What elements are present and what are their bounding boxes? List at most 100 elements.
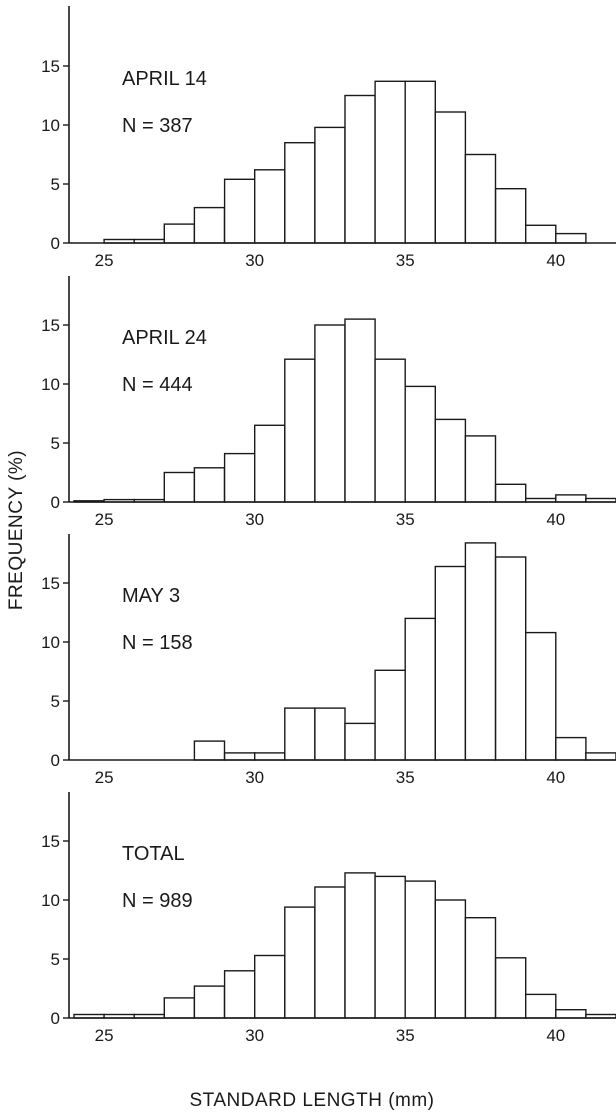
bar-may-3-31 — [284, 707, 316, 761]
y-tick-label: 15 — [41, 832, 60, 851]
bar-total-33 — [344, 872, 376, 1019]
bar-total-30 — [253, 954, 286, 1019]
panel-total: 0 5 10 15 25 30 35 40 TOTAL N = 989 — [41, 792, 616, 1045]
y-tick-label: 15 — [41, 574, 60, 593]
y-tick-label: 5 — [51, 692, 60, 711]
bar-april-14-27 — [163, 223, 196, 244]
bar-may-3-28 — [193, 740, 226, 761]
bar-total-32 — [314, 886, 346, 1019]
bar-april-24-40 — [555, 494, 587, 503]
bar-may-3-35 — [404, 617, 437, 761]
x-axis-title: STANDARD LENGTH (mm) — [189, 1090, 434, 1111]
y-tick-label: 10 — [41, 116, 60, 135]
bar-april-14-34 — [374, 80, 406, 244]
bar-may-3-30 — [253, 752, 286, 761]
x-tick-label: 30 — [245, 768, 264, 787]
bar-april-24-33 — [344, 318, 376, 503]
x-tick-label: 25 — [95, 768, 114, 787]
y-tick-label: 5 — [51, 434, 60, 453]
bar-april-14-33 — [344, 94, 376, 244]
bar-april-24-34 — [374, 358, 406, 503]
y-tick-label: 0 — [51, 493, 60, 512]
bar-may-3-32 — [314, 707, 346, 761]
bar-april-24-28 — [193, 467, 226, 503]
bar-total-29 — [223, 970, 256, 1019]
bar-april-24-27 — [163, 471, 196, 503]
x-tick-label: 35 — [396, 251, 415, 270]
bar-april-14-28 — [193, 206, 226, 244]
x-tick-label: 35 — [396, 768, 415, 787]
bar-total-39 — [525, 993, 557, 1019]
panel-n-label: N = 444 — [122, 374, 193, 396]
x-tick-label: 40 — [546, 510, 565, 529]
bar-may-3-40 — [555, 736, 587, 761]
x-tick-label: 25 — [95, 510, 114, 529]
x-tick-label: 30 — [245, 510, 264, 529]
bar-may-3-34 — [374, 669, 406, 761]
bar-april-14-38 — [494, 187, 527, 244]
bar-total-36 — [434, 899, 467, 1019]
x-tick-label: 40 — [546, 251, 565, 270]
panel-n-label: N = 387 — [122, 115, 193, 137]
bar-april-24-31 — [284, 358, 316, 503]
y-tick-label: 10 — [41, 375, 60, 394]
panel-title: TOTAL — [122, 843, 185, 865]
panel-may-3: 0 5 10 15 25 30 35 40 MAY 3 N = 158 — [41, 534, 616, 787]
bar-april-24-35 — [404, 385, 437, 503]
bar-total-28 — [193, 985, 226, 1019]
y-tick-label: 10 — [41, 891, 60, 910]
panel-title: MAY 3 — [122, 585, 180, 607]
bar-april-24-29 — [223, 452, 256, 503]
bar-may-3-39 — [525, 631, 557, 761]
bar-april-14-39 — [525, 224, 557, 244]
bar-april-14-37 — [464, 153, 497, 244]
bar-may-3-36 — [434, 565, 467, 761]
bar-april-14-31 — [284, 141, 316, 244]
bar-may-3-41 — [585, 752, 616, 761]
bar-april-24-36 — [434, 418, 467, 503]
bar-total-34 — [374, 875, 406, 1019]
bar-april-24-37 — [464, 435, 497, 503]
y-tick-label: 0 — [51, 1009, 60, 1028]
bar-april-14-40 — [555, 232, 587, 244]
bar-april-14-32 — [314, 126, 346, 244]
x-tick-label: 40 — [546, 768, 565, 787]
bar-april-24-38 — [494, 483, 527, 503]
bar-april-24-30 — [253, 424, 286, 503]
x-tick-label: 30 — [245, 251, 264, 270]
bar-april-24-32 — [314, 324, 346, 503]
bar-april-14-29 — [223, 178, 256, 244]
bar-april-14-35 — [404, 80, 437, 244]
bar-total-35 — [404, 880, 437, 1019]
bar-april-14-30 — [253, 169, 286, 244]
y-tick-label: 0 — [51, 751, 60, 770]
y-tick-label: 0 — [51, 234, 60, 253]
panel-title: APRIL 14 — [122, 68, 207, 90]
x-tick-label: 35 — [396, 510, 415, 529]
bar-total-37 — [464, 917, 497, 1019]
x-tick-label: 25 — [95, 251, 114, 270]
y-tick-label: 5 — [51, 175, 60, 194]
bar-total-40 — [555, 1009, 587, 1019]
x-tick-label: 25 — [95, 1026, 114, 1045]
bar-may-3-37 — [464, 542, 497, 761]
bar-may-3-38 — [494, 556, 527, 761]
panel-april-24: 0 5 10 15 25 30 35 40 APRIL 24 N = 444 — [41, 276, 616, 529]
y-tick-label: 5 — [51, 950, 60, 969]
panel-n-label: N = 158 — [122, 632, 193, 654]
x-tick-label: 40 — [546, 1026, 565, 1045]
bar-april-14-36 — [434, 111, 467, 244]
x-tick-label: 30 — [245, 1026, 264, 1045]
bar-total-27 — [163, 997, 196, 1019]
y-tick-label: 15 — [41, 57, 60, 76]
y-tick-label: 10 — [41, 633, 60, 652]
panel-april-14: 0 5 10 15 25 30 35 40 APRIL 14 N = 387 — [41, 6, 616, 270]
histogram-panels: 0 5 10 15 25 30 35 40 APRIL 14 N = 387 0 5 10 15 25 30 3… — [41, 6, 616, 1045]
y-axis-title: FREQUENCY (%) — [6, 450, 27, 610]
panel-n-label: N = 989 — [122, 890, 193, 912]
bar-total-38 — [494, 957, 527, 1019]
panel-title: APRIL 24 — [122, 327, 207, 349]
bar-total-31 — [284, 906, 316, 1019]
y-tick-label: 15 — [41, 316, 60, 335]
